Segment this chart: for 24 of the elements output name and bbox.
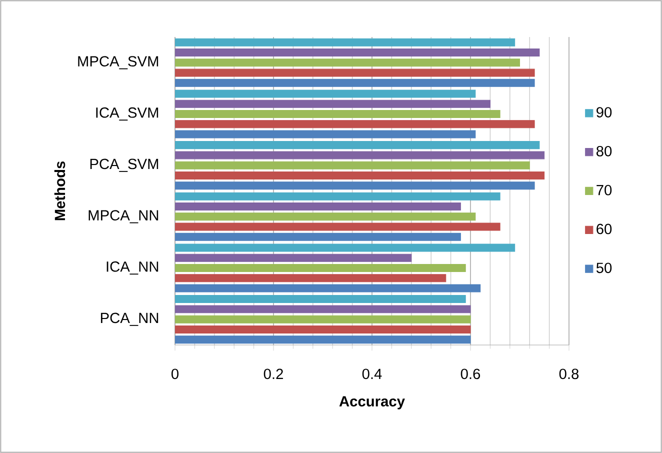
x-tick-label: 0.4: [362, 368, 382, 380]
x-tick-label: 0.8: [559, 368, 579, 380]
bar: [175, 38, 516, 46]
legend-label: 70: [596, 184, 612, 196]
bar: [175, 90, 476, 98]
bar: [175, 192, 500, 200]
bar: [175, 244, 516, 252]
x-tick-label: 0.2: [264, 368, 283, 380]
x-tick-label: 0.6: [460, 368, 480, 380]
legend-label: 60: [596, 224, 612, 234]
bar: [175, 295, 466, 304]
legend-label: 50: [596, 262, 612, 274]
y-tick-label: ICA_SVM: [96, 107, 158, 121]
legend-label: 90: [596, 107, 612, 118]
legend-label: 80: [596, 146, 612, 156]
y-tick-label: MPCA_NN: [88, 210, 158, 224]
y-axis-title: Methods: [54, 161, 66, 220]
y-tick-label: MPCA_SVM: [78, 56, 158, 70]
x-axis-title: Accuracy: [339, 396, 405, 410]
y-tick-label: PCA_NN: [100, 312, 158, 326]
bar: [175, 141, 540, 150]
y-tick-label: PCA_SVM: [90, 158, 158, 172]
y-tick-label: ICA_NN: [106, 261, 158, 275]
x-tick-label: 0: [171, 368, 178, 380]
